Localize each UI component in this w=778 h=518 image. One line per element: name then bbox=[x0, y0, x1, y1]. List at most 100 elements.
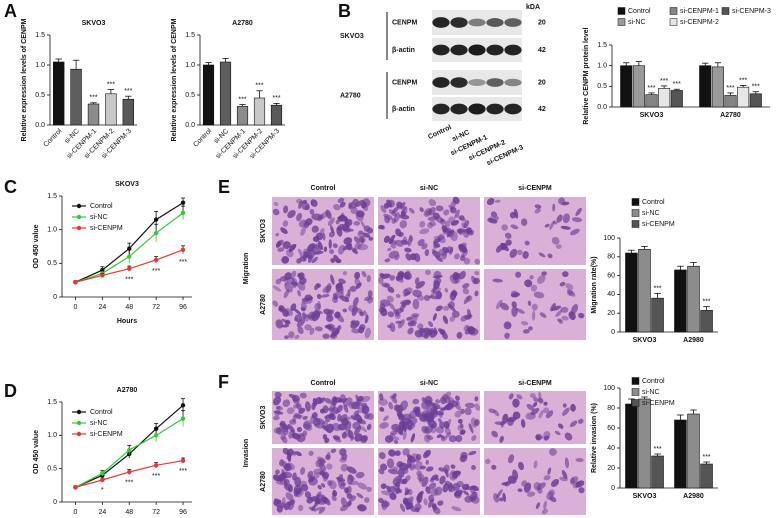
cell bbox=[510, 224, 519, 230]
cell bbox=[326, 451, 331, 459]
cell bbox=[321, 494, 327, 501]
cell bbox=[388, 401, 394, 410]
point bbox=[180, 458, 186, 463]
cell bbox=[491, 430, 499, 438]
bar bbox=[700, 463, 713, 489]
cell bbox=[293, 308, 302, 316]
cell bbox=[389, 433, 395, 442]
cell bbox=[337, 423, 347, 431]
cell bbox=[409, 504, 417, 513]
cell bbox=[311, 505, 316, 511]
cell bbox=[409, 465, 417, 471]
cell bbox=[410, 433, 416, 443]
legend-label: si-NC bbox=[642, 210, 660, 217]
cell bbox=[457, 228, 464, 234]
cell bbox=[538, 410, 544, 419]
band bbox=[432, 103, 450, 115]
cell bbox=[474, 290, 479, 297]
cell bbox=[379, 422, 389, 429]
cell bbox=[357, 406, 366, 413]
band bbox=[486, 18, 504, 27]
cell bbox=[408, 207, 415, 214]
cell bbox=[402, 448, 410, 456]
bar bbox=[699, 65, 712, 108]
cell bbox=[399, 503, 406, 512]
cell bbox=[570, 228, 580, 236]
cell bbox=[384, 258, 391, 263]
cell bbox=[494, 421, 506, 426]
cell bbox=[350, 436, 355, 441]
cell bbox=[454, 410, 462, 418]
cell bbox=[356, 505, 365, 510]
cell bbox=[307, 474, 315, 481]
cell bbox=[289, 270, 297, 280]
cell bbox=[305, 401, 311, 412]
cell bbox=[296, 212, 303, 222]
cell bbox=[404, 487, 410, 495]
cell bbox=[274, 391, 282, 398]
cell bbox=[541, 508, 548, 515]
cell bbox=[541, 271, 547, 276]
cell bbox=[281, 468, 286, 480]
cell bbox=[431, 248, 437, 253]
cell bbox=[316, 293, 322, 299]
cell bbox=[415, 461, 423, 471]
cell bbox=[297, 289, 302, 297]
cell bbox=[391, 423, 402, 432]
cell bbox=[275, 481, 285, 486]
cell bbox=[526, 403, 535, 411]
cell bbox=[353, 236, 360, 244]
cell bbox=[327, 217, 335, 227]
cell bbox=[512, 469, 519, 480]
cell bbox=[334, 311, 341, 319]
bar bbox=[625, 252, 638, 333]
cell bbox=[559, 476, 568, 482]
legend-label: Control bbox=[628, 8, 651, 15]
legend-label: si-NC bbox=[628, 19, 646, 26]
cell bbox=[327, 480, 333, 486]
cell bbox=[428, 494, 435, 503]
legend-swatch bbox=[617, 7, 626, 15]
cell bbox=[387, 247, 392, 252]
cell bbox=[289, 419, 297, 425]
cell bbox=[366, 486, 372, 492]
cell bbox=[419, 412, 428, 423]
cell bbox=[323, 414, 335, 419]
cell bbox=[322, 285, 332, 293]
cell bbox=[471, 435, 477, 441]
cell bbox=[449, 206, 457, 214]
band bbox=[450, 17, 468, 28]
band bbox=[450, 77, 468, 88]
cell bbox=[501, 224, 508, 231]
cell bbox=[314, 309, 323, 314]
cell bbox=[535, 502, 541, 510]
cell bbox=[280, 502, 286, 509]
x-tick-label: SKVO3 bbox=[640, 112, 664, 119]
cell bbox=[517, 249, 523, 256]
cell bbox=[435, 411, 444, 416]
cell bbox=[466, 295, 473, 302]
cell bbox=[348, 305, 356, 312]
cell bbox=[321, 421, 328, 430]
cell bbox=[459, 215, 465, 221]
cell bbox=[575, 207, 582, 217]
cell bbox=[303, 248, 310, 255]
cell bbox=[534, 204, 542, 209]
cell bbox=[359, 395, 371, 403]
bar bbox=[70, 68, 82, 126]
cell bbox=[551, 305, 562, 311]
cell bbox=[399, 220, 407, 229]
cell bbox=[288, 429, 295, 439]
cell bbox=[556, 214, 563, 223]
micrograph-bg bbox=[484, 197, 586, 265]
cell bbox=[414, 277, 420, 285]
cell bbox=[538, 397, 544, 404]
y-tick-label: 80 bbox=[607, 405, 615, 412]
protein-label: β-actin bbox=[392, 47, 415, 54]
bar bbox=[670, 90, 683, 108]
cell bbox=[552, 203, 556, 212]
cell bbox=[511, 301, 517, 308]
cell bbox=[486, 197, 495, 206]
legend-marker bbox=[76, 214, 82, 220]
legend-label: si-CENPM bbox=[642, 400, 675, 407]
